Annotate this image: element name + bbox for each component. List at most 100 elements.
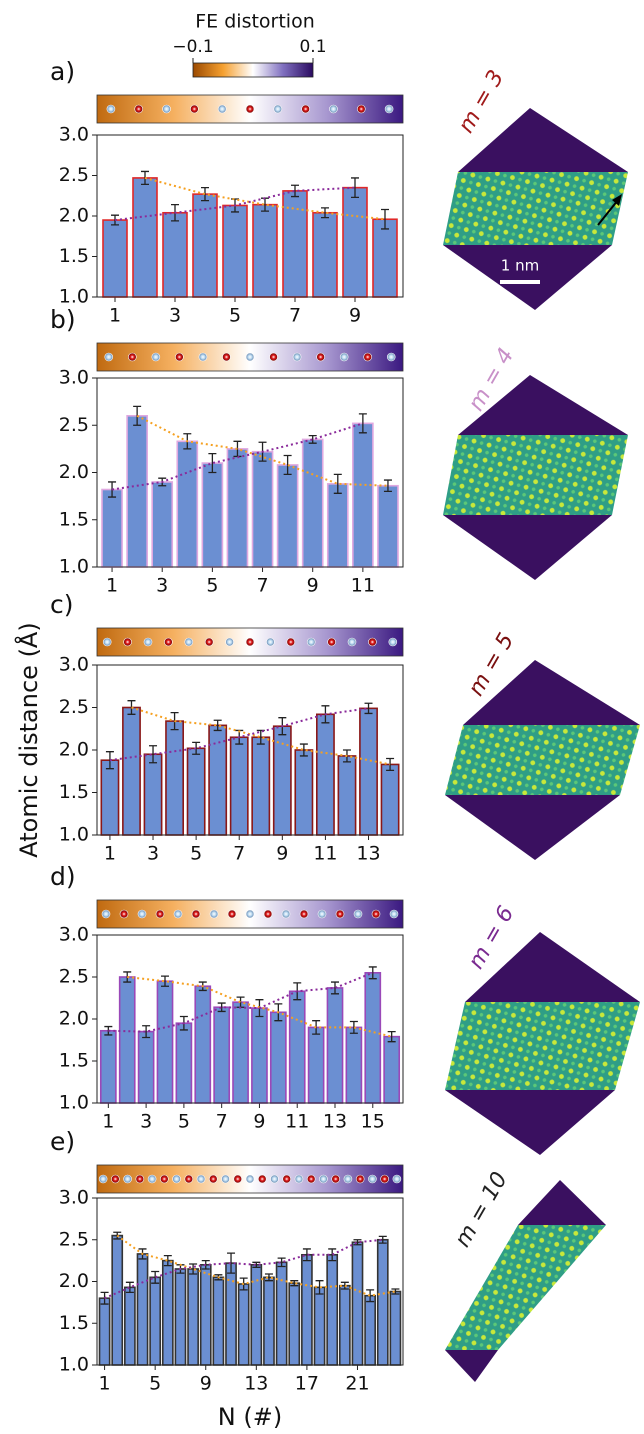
x-tick-label: 7	[216, 1111, 228, 1133]
trend-line	[136, 414, 388, 487]
error-bar	[217, 1002, 226, 1013]
bar	[136, 1253, 149, 1366]
atom	[198, 352, 208, 362]
trend-line	[144, 176, 386, 221]
error-bar	[364, 702, 373, 715]
atom	[123, 637, 132, 647]
y-tick-label: 1.5	[59, 1312, 89, 1334]
error-bar	[252, 1261, 261, 1268]
atom	[392, 1174, 402, 1184]
bar	[364, 1294, 376, 1366]
error-bar	[321, 207, 329, 219]
error-bar	[387, 1030, 396, 1043]
y-tick-label: 1.5	[59, 245, 89, 267]
atom	[119, 909, 129, 919]
panel: b)m = 41.01.52.02.53.01 3 5 7 9 11	[50, 305, 519, 597]
y-tick-label: 2.0	[59, 1008, 89, 1030]
atom	[257, 1174, 267, 1184]
atom	[245, 352, 255, 362]
error-bar	[333, 473, 342, 494]
panel-label: e)	[50, 1127, 75, 1156]
y-tick-label: 2.5	[59, 164, 89, 186]
atom	[102, 637, 112, 647]
error-bar	[133, 405, 142, 426]
bar	[338, 1284, 351, 1366]
panel: e) m = 10 1.0 1.5 2.0 2.5 3.0 1 5 9 13 17 21	[50, 1127, 513, 1395]
x-tick-label: 9	[276, 843, 288, 865]
bar	[282, 190, 308, 298]
atom	[273, 104, 283, 114]
bar	[137, 1030, 155, 1104]
plot-frame	[96, 1197, 404, 1366]
atom	[286, 637, 296, 647]
x-tick-label: 11	[285, 1111, 309, 1133]
colorbar	[192, 62, 314, 78]
bar	[199, 1264, 212, 1366]
x-tick-label: 7	[233, 843, 245, 865]
plot-frame	[96, 934, 404, 1104]
atom	[331, 1174, 340, 1184]
error-bar	[353, 1239, 362, 1246]
error-bar	[291, 184, 299, 198]
atom	[143, 637, 153, 647]
error-bar	[125, 1281, 134, 1293]
error-bar	[302, 1248, 311, 1262]
atom	[317, 909, 327, 919]
atom	[225, 637, 234, 647]
atom	[217, 104, 227, 114]
error-bar	[290, 1280, 299, 1287]
atom	[191, 909, 201, 919]
bar	[237, 1283, 250, 1366]
atom	[301, 104, 310, 114]
error-bar	[351, 177, 359, 199]
x-tick-label: 3	[140, 1111, 152, 1133]
trend-line	[131, 706, 391, 766]
panel: a) m = 3 1.0 1.5 2.0 2.5 3.0 1 3 5 7 9	[50, 57, 509, 327]
structure-label: m = 3	[454, 66, 510, 137]
bar	[122, 706, 141, 836]
colorbar-title: FE distortion	[195, 11, 315, 33]
error-bar	[192, 741, 201, 755]
atom	[233, 1174, 243, 1184]
atom	[245, 104, 255, 114]
y-tick-label: 1.5	[59, 1050, 89, 1072]
atom	[162, 104, 171, 114]
error-bar	[108, 481, 117, 498]
bar	[288, 990, 306, 1104]
error-bar	[264, 1273, 273, 1282]
atom	[172, 1174, 181, 1184]
atom	[245, 637, 255, 647]
atom	[164, 637, 173, 647]
x-tick-label: 1	[99, 1373, 111, 1395]
bar	[175, 1022, 193, 1104]
bar	[162, 211, 188, 298]
y-tick-label: 3.0	[59, 654, 89, 676]
colorbar-tick-label: −0.1	[172, 37, 213, 57]
x-tick-label: 5	[229, 305, 241, 327]
atom	[343, 1174, 353, 1184]
x-tick-label: 5	[149, 1373, 161, 1395]
atom	[389, 909, 399, 919]
atom	[384, 104, 394, 114]
y-tick-label: 3.0	[59, 367, 89, 389]
error-bar	[113, 1231, 122, 1240]
atom	[281, 909, 291, 919]
atom	[184, 637, 194, 647]
bar	[326, 1253, 339, 1366]
x-tick-label: 1	[106, 575, 118, 597]
x-tick-label: 9	[200, 1373, 212, 1395]
atom	[368, 1174, 377, 1184]
atom	[294, 1174, 304, 1184]
error-bar	[340, 1281, 349, 1290]
atom	[160, 1174, 169, 1184]
colorbar-tick-label: 0.1	[299, 37, 326, 57]
bar	[351, 1241, 364, 1366]
atom	[123, 1174, 132, 1184]
bar	[252, 203, 278, 298]
atom	[101, 909, 111, 919]
y-tick-label: 1.5	[59, 508, 89, 530]
y-tick-label: 1.5	[59, 781, 89, 803]
bar	[307, 1026, 325, 1104]
atom	[135, 1174, 145, 1184]
atom	[269, 352, 278, 362]
